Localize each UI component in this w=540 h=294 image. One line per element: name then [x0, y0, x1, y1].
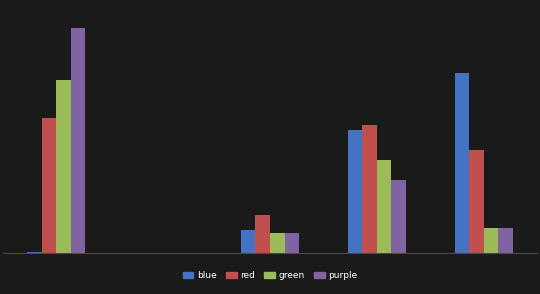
Bar [377, 160, 392, 253]
Bar [469, 150, 484, 253]
Bar [42, 118, 56, 253]
Bar [255, 215, 270, 253]
Bar [484, 228, 498, 253]
Legend: blue, red, green, purple: blue, red, green, purple [179, 267, 361, 284]
Bar [348, 130, 362, 253]
Bar [285, 233, 299, 253]
Bar [56, 80, 71, 253]
Bar [498, 228, 513, 253]
Bar [392, 180, 406, 253]
Bar [270, 233, 285, 253]
Bar [455, 73, 469, 253]
Bar [241, 230, 255, 253]
Bar [27, 252, 42, 253]
Bar [362, 125, 377, 253]
Bar [71, 28, 85, 253]
